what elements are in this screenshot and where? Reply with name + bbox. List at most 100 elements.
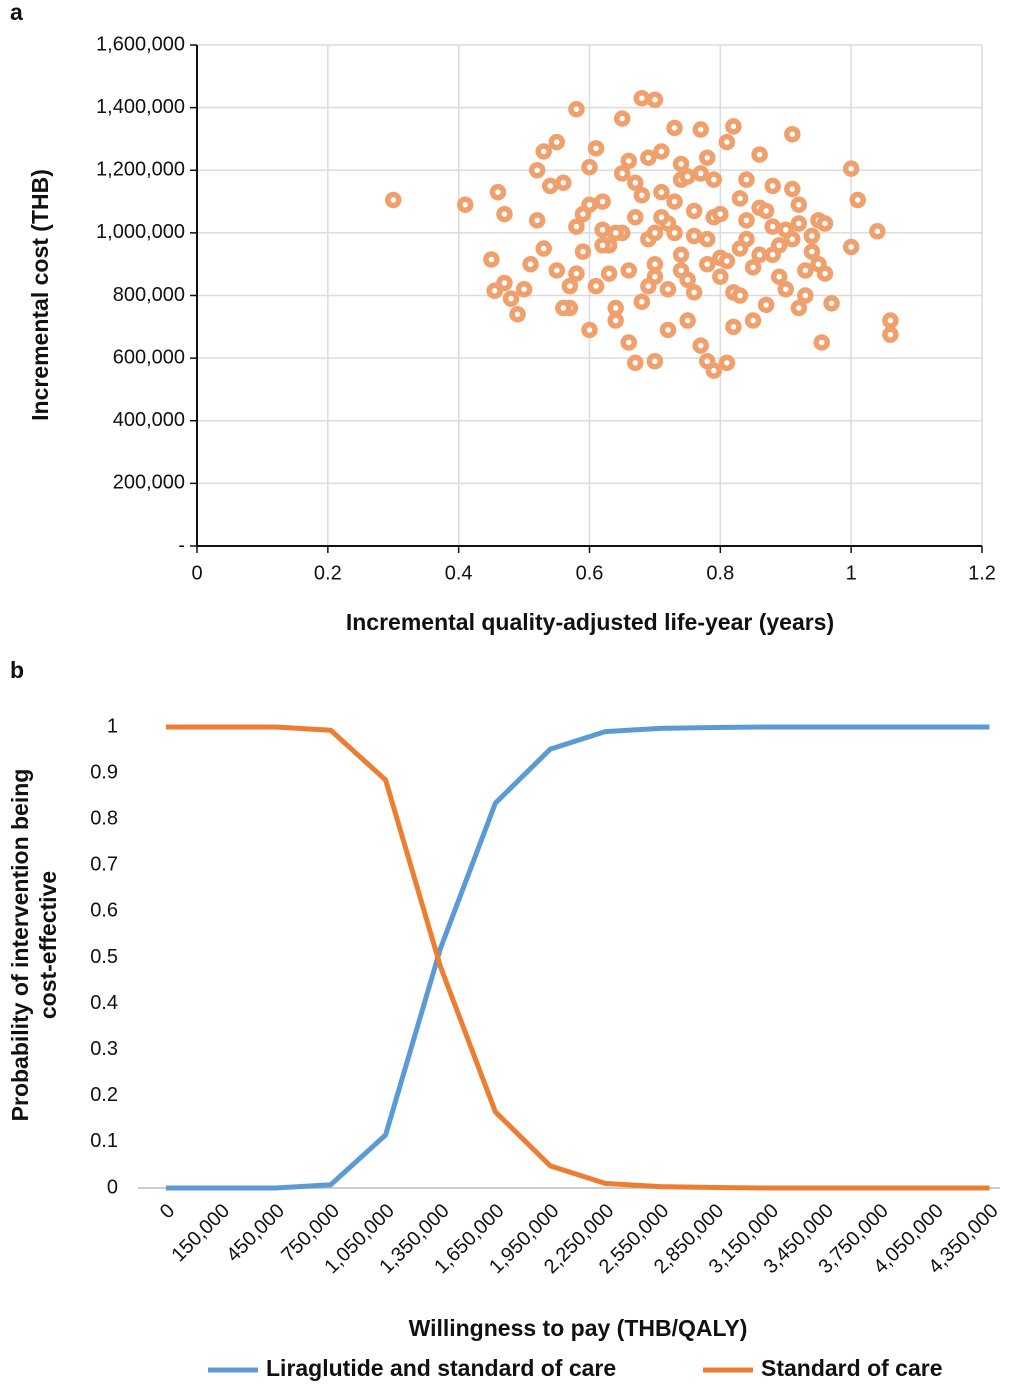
y-tick-label: 400,000 xyxy=(113,409,185,431)
point xyxy=(699,149,716,166)
point xyxy=(738,171,755,188)
point xyxy=(528,162,546,179)
point xyxy=(600,265,618,282)
point xyxy=(620,152,637,170)
point xyxy=(810,255,827,273)
point xyxy=(568,218,585,235)
x-tick-label: 150,000 xyxy=(167,1200,234,1267)
point xyxy=(744,312,762,329)
point xyxy=(548,262,566,279)
point xyxy=(594,221,611,238)
point xyxy=(842,160,860,177)
point xyxy=(607,224,624,242)
point xyxy=(842,238,860,256)
point xyxy=(699,353,716,370)
point xyxy=(535,143,552,160)
point xyxy=(594,193,611,210)
point xyxy=(646,91,664,109)
point xyxy=(672,262,690,279)
point xyxy=(640,277,657,295)
point xyxy=(555,174,572,192)
point xyxy=(672,246,690,264)
point xyxy=(653,208,670,226)
point xyxy=(594,237,611,254)
y-tick-label: 1 xyxy=(107,715,118,737)
y-tick-label: 0.8 xyxy=(90,807,118,829)
point xyxy=(535,240,552,257)
point xyxy=(646,255,664,273)
point xyxy=(548,133,566,151)
x-tick-label: 0 xyxy=(191,562,202,584)
point xyxy=(679,312,696,329)
line xyxy=(166,724,990,1191)
y-tick-label: 0.5 xyxy=(90,946,118,968)
point xyxy=(568,265,585,282)
point xyxy=(620,334,637,351)
point xyxy=(692,121,709,138)
point xyxy=(764,177,781,195)
point xyxy=(705,171,723,188)
line xyxy=(166,724,990,1191)
point xyxy=(764,218,781,235)
point xyxy=(653,143,670,160)
point xyxy=(574,243,592,260)
point xyxy=(685,227,703,245)
point xyxy=(679,168,696,185)
point xyxy=(607,299,624,317)
legend-label: Liraglutide and standard of care xyxy=(266,1355,616,1381)
point xyxy=(797,262,814,279)
point xyxy=(731,287,749,304)
y-tick-label: 0.2 xyxy=(90,1084,118,1106)
point xyxy=(587,277,605,295)
point xyxy=(751,146,768,163)
x-tick-label: 0.8 xyxy=(706,562,734,584)
point xyxy=(581,158,598,176)
point xyxy=(731,240,749,257)
point xyxy=(816,215,834,232)
point xyxy=(613,110,631,127)
point xyxy=(666,119,683,137)
point xyxy=(672,155,690,173)
point xyxy=(646,353,664,370)
x-tick-label: 0 xyxy=(156,1200,179,1223)
point xyxy=(869,223,886,240)
point xyxy=(764,246,781,264)
point xyxy=(489,183,507,201)
point xyxy=(613,165,631,182)
point xyxy=(581,321,598,339)
x-tick-label: 0.2 xyxy=(314,562,342,584)
y-tick-label: 1,400,000 xyxy=(96,96,185,118)
point xyxy=(627,354,644,372)
point xyxy=(555,299,572,317)
point xyxy=(581,196,598,213)
y-tick-label: 0.1 xyxy=(90,1130,118,1152)
x-tick-label: 1 xyxy=(846,562,857,584)
point xyxy=(509,306,526,323)
point xyxy=(496,274,513,292)
point xyxy=(659,280,677,298)
y-tick-label: 0.7 xyxy=(90,854,118,876)
x-axis-title: Willingness to pay (THB/QALY) xyxy=(409,1315,748,1341)
point xyxy=(803,243,821,260)
point xyxy=(692,337,709,354)
point xyxy=(712,205,729,223)
point xyxy=(666,193,683,210)
point xyxy=(770,268,788,285)
point xyxy=(790,196,808,213)
point xyxy=(385,191,402,209)
point xyxy=(515,280,533,298)
point xyxy=(653,183,670,201)
y-axis-title: Incremental cost (THB) xyxy=(27,169,53,421)
point xyxy=(486,282,503,300)
point xyxy=(633,89,651,107)
point xyxy=(607,312,624,329)
y-tick-label: 1,200,000 xyxy=(96,159,185,181)
x-tick-label: 1.2 xyxy=(968,562,996,584)
x-tick-label: 0.4 xyxy=(445,562,473,584)
point xyxy=(456,196,474,213)
x-axis-title: Incremental quality-adjusted life-year (… xyxy=(346,609,834,635)
point xyxy=(803,227,821,245)
point xyxy=(797,287,814,304)
point xyxy=(784,230,801,248)
point xyxy=(725,118,742,135)
